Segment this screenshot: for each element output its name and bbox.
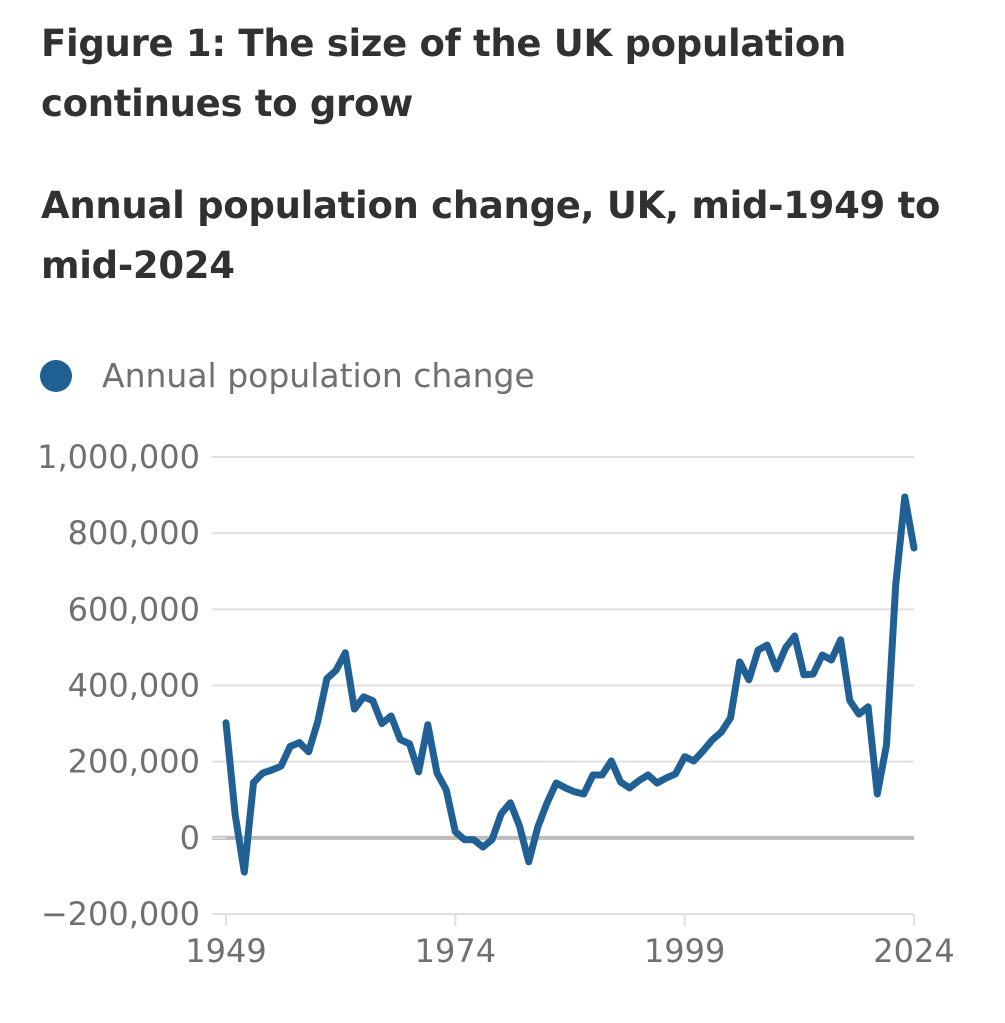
data-point-1949 [223,720,229,726]
y-tick-label: 1,000,000 [37,438,200,476]
data-point-1999 [682,754,688,760]
data-point-1988 [581,791,587,797]
data-point-2008 [764,642,770,648]
data-point-2003 [718,729,724,735]
data-point-2002 [709,737,715,743]
data-point-1955 [278,763,284,769]
data-point-1980 [507,800,513,806]
data-point-1994 [636,778,642,784]
data-point-1970 [416,769,422,775]
data-point-1986 [562,785,568,791]
y-tick-label: 800,000 [68,514,200,552]
data-point-1978 [489,837,495,843]
data-point-1984 [544,800,550,806]
data-point-2005 [737,659,743,665]
data-point-1997 [663,775,669,781]
series-line-annual-population-change [222,493,918,876]
data-point-1982 [526,859,532,865]
data-point-1990 [599,772,605,778]
y-tick-label: −200,000 [41,895,200,933]
data-point-2015 [828,657,834,663]
data-point-2012 [801,672,807,678]
x-tick-label: 1999 [644,932,725,970]
data-point-1981 [517,823,523,829]
data-point-1975 [462,837,468,843]
data-point-1996 [654,780,660,786]
data-point-1954 [269,767,275,773]
data-point-1951 [241,869,247,875]
data-point-1973 [443,787,449,793]
figure-title: Figure 1: The size of the UK population … [41,22,847,125]
data-point-2014 [819,652,825,658]
line-chart: 1949 1974 1999 2024 −200,000 0 200,000 400,000… [37,438,955,970]
y-tick-label: 400,000 [68,667,200,705]
data-point-1972 [434,770,440,776]
data-point-1971 [425,722,431,728]
data-point-1961 [333,667,339,673]
data-point-1952 [251,780,257,786]
data-point-2020 [874,791,880,797]
x-tick-label: 2024 [873,932,954,970]
legend-circle-marker-icon [40,359,72,392]
data-point-1963 [351,706,357,712]
y-tick-label: 0 [180,819,200,857]
data-point-1989 [590,772,596,778]
data-point-2001 [700,748,706,754]
data-point-1987 [572,789,578,795]
data-point-1983 [535,824,541,830]
data-point-1957 [296,740,302,746]
data-point-2010 [783,645,789,651]
data-point-1998 [672,771,678,777]
legend: Annual population change [40,356,535,395]
data-point-2011 [792,633,798,639]
data-point-1979 [498,811,504,817]
data-point-1968 [397,737,403,743]
data-point-1962 [342,650,348,656]
legend-label: Annual population change [102,356,535,395]
data-point-1966 [379,721,385,727]
data-point-1953 [260,770,266,776]
data-point-2017 [847,698,853,704]
data-point-2013 [810,671,816,677]
data-point-1976 [471,837,477,843]
data-point-1991 [608,758,614,764]
y-tick-label: 200,000 [68,743,200,781]
data-point-1958 [306,749,312,755]
data-point-2024 [911,545,917,551]
data-point-2016 [838,637,844,643]
data-point-1956 [287,743,293,749]
x-axis: 1949 1974 1999 2024 [185,914,955,970]
data-point-1960 [324,676,330,682]
chart-subtitle: Annual population change, UK, mid-1949 t… [41,184,941,287]
y-tick-label: 600,000 [68,590,200,628]
data-point-2019 [865,704,871,710]
data-point-2000 [691,758,697,764]
data-point-2021 [883,742,889,748]
data-point-2018 [856,711,862,717]
data-point-2022 [893,582,899,588]
y-axis: −200,000 0 200,000 400,000 600,000 800,000 1,0… [37,438,200,933]
data-point-1950 [232,812,238,818]
data-point-1974 [452,829,458,835]
x-tick-label: 1974 [415,932,496,970]
data-point-1967 [388,713,394,719]
data-point-2004 [728,715,734,721]
data-point-1969 [406,741,412,747]
data-point-1959 [315,719,321,725]
data-point-2023 [902,494,908,500]
data-point-2006 [746,677,752,683]
data-point-1985 [553,780,559,786]
data-point-1965 [370,698,376,704]
data-point-1964 [361,694,367,700]
data-point-1977 [480,844,486,850]
data-point-1992 [617,779,623,785]
series-group [222,493,918,876]
gridlines [212,456,914,915]
data-point-1995 [645,772,651,778]
data-point-2007 [755,647,761,653]
data-point-1993 [627,785,633,791]
x-tick-label: 1949 [185,932,266,970]
data-point-2009 [773,666,779,672]
